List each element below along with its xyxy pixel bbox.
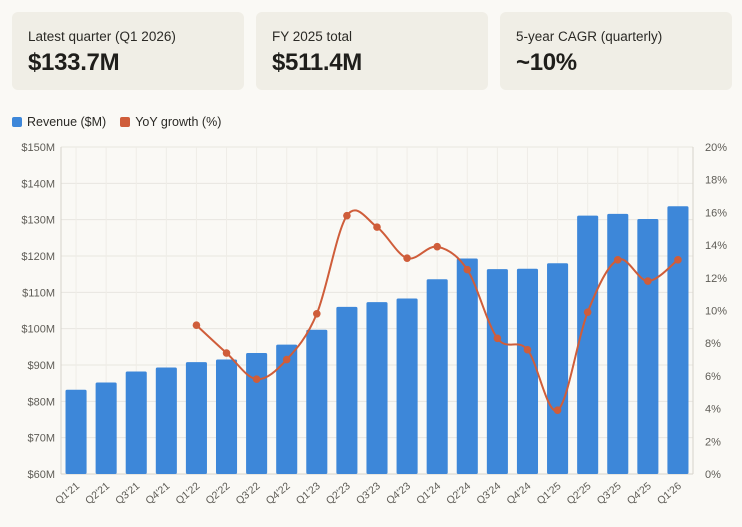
y-tick-label: $110M xyxy=(22,287,55,299)
kpi-value: $133.7M xyxy=(28,49,120,76)
revenue-bar xyxy=(667,206,689,474)
revenue-bar xyxy=(456,258,478,474)
x-tick-label: Q4'23 xyxy=(384,480,413,507)
x-tick-label: Q4'24 xyxy=(504,480,533,507)
growth-point xyxy=(433,242,441,251)
revenue-bar xyxy=(125,371,147,474)
revenue-bar xyxy=(366,302,388,474)
y-tick-label: $100M xyxy=(21,324,55,336)
growth-line xyxy=(195,209,679,412)
growth-point xyxy=(403,254,411,262)
y2-tick-label: 18% xyxy=(705,175,727,187)
x-tick-label: Q3'21 xyxy=(113,480,142,507)
legend-swatch-revenue xyxy=(12,117,22,127)
growth-point xyxy=(644,277,652,285)
revenue-bar xyxy=(185,362,207,474)
revenue-bar xyxy=(336,306,358,474)
x-tick-label: Q2'25 xyxy=(565,480,594,507)
kpi-card-cagr: 5-year CAGR (quarterly) ~10% xyxy=(500,12,732,90)
y-tick-label: $80M xyxy=(27,396,55,408)
x-tick-label: Q1'25 xyxy=(535,480,564,507)
revenue-bar xyxy=(637,218,659,474)
x-tick-label: Q3'25 xyxy=(595,480,624,507)
revenue-bar xyxy=(577,215,599,475)
y2-tick-label: 4% xyxy=(705,404,721,416)
x-tick-label: Q3'22 xyxy=(234,480,263,507)
revenue-bar xyxy=(276,344,298,474)
y-tick-label: $140M xyxy=(21,178,55,190)
y2-tick-label: 6% xyxy=(705,371,721,383)
x-tick-label: Q1'24 xyxy=(414,480,443,507)
x-tick-label: Q1'23 xyxy=(294,480,323,507)
x-tick-label: Q1'26 xyxy=(655,480,684,507)
y-tick-label: $70M xyxy=(27,433,55,445)
x-tick-label: Q4'25 xyxy=(625,480,654,507)
kpi-card-fy-total: FY 2025 total $511.4M xyxy=(256,12,488,90)
y-tick-label: $150M xyxy=(21,142,55,154)
y2-tick-label: 10% xyxy=(705,306,727,318)
kpi-value: ~10% xyxy=(516,49,577,76)
y2-tick-label: 16% xyxy=(705,207,727,219)
growth-point xyxy=(523,345,532,354)
x-tick-label: Q2'24 xyxy=(444,480,473,507)
growth-point xyxy=(463,265,472,274)
revenue-bar xyxy=(516,268,539,474)
x-tick-label: Q3'24 xyxy=(474,480,503,507)
y-tick-label: $90M xyxy=(27,360,55,372)
y2-tick-label: 2% xyxy=(705,436,721,448)
growth-point xyxy=(192,321,201,330)
x-tick-label: Q2'21 xyxy=(83,480,112,507)
y2-tick-label: 0% xyxy=(705,469,721,481)
kpi-label: FY 2025 total xyxy=(272,29,353,44)
x-tick-label: Q3'23 xyxy=(354,480,383,507)
y2-tick-label: 8% xyxy=(705,338,721,350)
revenue-bar xyxy=(246,353,268,474)
growth-point xyxy=(613,256,622,264)
revenue-bar xyxy=(607,213,629,474)
y-tick-label: $120M xyxy=(21,251,55,263)
revenue-bar xyxy=(547,263,569,474)
chart-legend: Revenue ($M) YoY growth (%) xyxy=(12,114,235,130)
revenue-bar xyxy=(155,367,177,474)
kpi-row: Latest quarter (Q1 2026) $133.7M FY 2025… xyxy=(12,12,732,90)
x-tick-label: Q1'21 xyxy=(53,480,82,507)
x-tick-label: Q1'22 xyxy=(173,480,202,507)
growth-point xyxy=(583,308,592,316)
kpi-label: 5-year CAGR (quarterly) xyxy=(516,29,663,44)
y-tick-label: $60M xyxy=(27,469,55,481)
kpi-card-latest-quarter: Latest quarter (Q1 2026) $133.7M xyxy=(12,12,244,90)
y2-tick-label: 20% xyxy=(705,142,727,154)
revenue-bar xyxy=(306,329,328,474)
y-tick-label: $130M xyxy=(21,215,55,227)
y2-tick-label: 14% xyxy=(705,240,727,252)
growth-point xyxy=(674,256,682,264)
growth-point xyxy=(343,211,351,220)
growth-point xyxy=(282,355,291,364)
revenue-bar xyxy=(396,298,418,474)
x-tick-label: Q2'23 xyxy=(324,480,353,507)
x-tick-label: Q2'22 xyxy=(204,480,233,507)
growth-point xyxy=(373,223,381,231)
y2-tick-label: 12% xyxy=(705,273,727,285)
growth-point xyxy=(222,349,231,357)
x-tick-label: Q4'21 xyxy=(143,480,172,507)
growth-point xyxy=(493,334,502,343)
revenue-bar xyxy=(95,382,117,474)
growth-point xyxy=(252,375,261,383)
revenue-bar xyxy=(426,279,448,474)
legend-swatch-growth xyxy=(120,117,131,127)
legend-label-revenue: Revenue ($M) xyxy=(27,115,107,129)
revenue-bar xyxy=(215,359,238,474)
growth-point xyxy=(313,309,321,318)
x-tick-label: Q4'22 xyxy=(264,480,293,507)
kpi-value: $511.4M xyxy=(272,49,362,76)
revenue-bar xyxy=(65,389,87,474)
revenue-bar xyxy=(486,269,508,474)
kpi-label: Latest quarter (Q1 2026) xyxy=(28,29,176,44)
legend-item-revenue[interactable]: Revenue ($M) xyxy=(12,115,106,129)
growth-point xyxy=(553,406,562,415)
legend-item-growth[interactable]: YoY growth (%) xyxy=(120,115,221,129)
legend-label-growth: YoY growth (%) xyxy=(135,115,222,129)
